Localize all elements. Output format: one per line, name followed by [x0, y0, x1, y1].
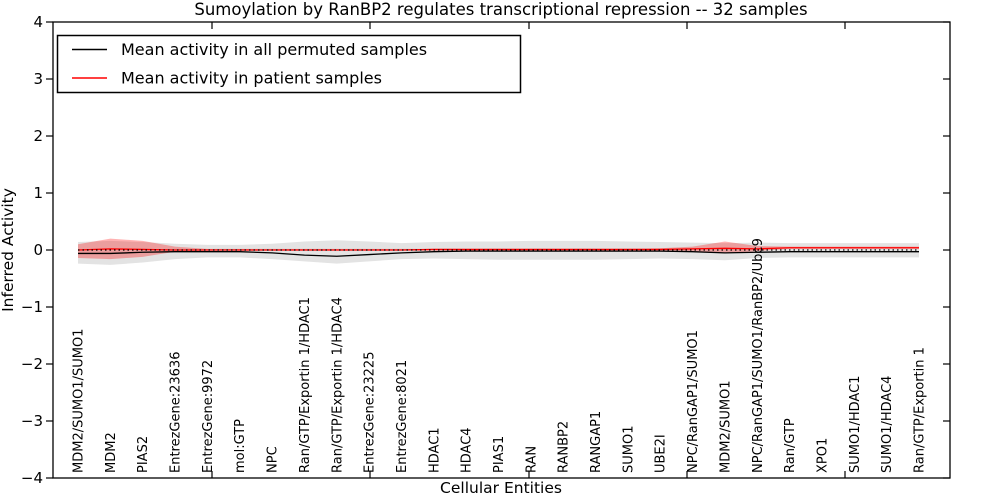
legend-label-permuted: Mean activity in all permuted samples — [121, 40, 427, 59]
entity-label: NPC/RanGAP1/SUMO1 — [686, 330, 701, 473]
legend-label-patient: Mean activity in patient samples — [121, 69, 382, 88]
y-tick-label: −2 — [21, 355, 43, 373]
entity-label: mol:GTP — [233, 419, 248, 473]
y-axis-label: Inferred Activity — [0, 188, 17, 312]
entity-label: Ran/GTP/Exportin 1/HDAC4 — [330, 297, 345, 473]
y-tick-label: 3 — [33, 70, 43, 88]
entity-label: MDM2/SUMO1/SUMO1 — [72, 329, 87, 473]
entity-label: Ran/GTP — [783, 418, 798, 473]
series-lines-layer — [77, 247, 919, 257]
y-tick-label: −3 — [21, 412, 43, 430]
entity-label: HDAC1 — [427, 427, 442, 473]
entity-label: XPO1 — [815, 438, 830, 473]
entity-label: EntrezGene:23636 — [169, 352, 184, 473]
y-tick-label: 2 — [33, 127, 43, 145]
entity-label: PIAS2 — [136, 436, 151, 473]
line-permuted-mean — [78, 250, 919, 257]
y-tick-label: −4 — [21, 469, 43, 487]
entity-label: EntrezGene:9972 — [201, 360, 216, 473]
entity-label: RANGAP1 — [589, 411, 604, 473]
entity-label: EntrezGene:23225 — [363, 352, 378, 473]
entity-label: MDM2 — [104, 432, 119, 473]
entity-label: MDM2/SUMO1 — [718, 380, 733, 473]
entity-label: PIAS1 — [492, 436, 507, 473]
x-axis-label: Cellular Entities — [440, 479, 562, 497]
y-tick-label: 4 — [33, 13, 43, 31]
entity-label: RANBP2 — [557, 421, 572, 473]
y-tick-label: 1 — [33, 184, 43, 202]
ticks-layer: 4 3 2 1 0 −1 −2 −3 −4 — [21, 13, 950, 487]
entity-label: EntrezGene:8021 — [395, 360, 410, 473]
plot-title: Sumoylation by RanBP2 regulates transcri… — [194, 0, 807, 19]
entity-label: Ran/GTP/Exportin 1/HDAC1 — [298, 297, 313, 473]
x-tick-labels-layer: MDM2/SUMO1/SUMO1 MDM2 PIAS2 EntrezGene:2363… — [72, 238, 928, 473]
entity-label: Ran/GTP/Exportin 1 — [912, 347, 927, 473]
entity-label: HDAC4 — [460, 427, 475, 473]
entity-label: UBE2I — [654, 434, 669, 473]
y-tick-label: −1 — [21, 298, 43, 316]
band-permuted-spread — [78, 240, 919, 265]
entity-label: NPC — [266, 446, 281, 473]
y-tick-label: 0 — [33, 241, 43, 259]
entity-label: NPC/RanGAP1/SUMO1/RanBP2/Ubc9 — [751, 238, 766, 473]
legend: Mean activity in all permuted samples Me… — [56, 34, 522, 94]
entity-label: RAN — [524, 446, 539, 473]
entity-label: SUMO1/HDAC1 — [848, 376, 863, 473]
entity-label: SUMO1 — [621, 426, 636, 474]
legend-frame — [56, 34, 522, 94]
entity-label: SUMO1/HDAC4 — [880, 376, 895, 473]
